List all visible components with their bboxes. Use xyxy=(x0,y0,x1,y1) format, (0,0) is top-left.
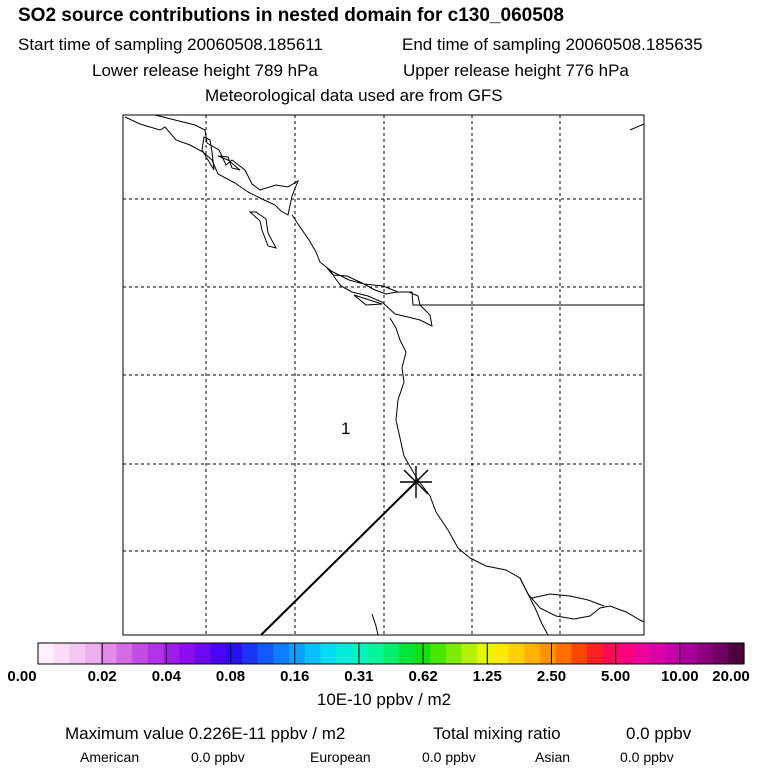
colorbar-tick-label: 0.16 xyxy=(280,668,310,685)
colorbar-cell xyxy=(289,643,306,664)
colorbar-cell xyxy=(618,643,635,664)
colorbar-tick-label: 20.00 xyxy=(712,668,750,685)
colorbar-tick-label: 0.02 xyxy=(87,668,117,685)
colorbar-cell xyxy=(100,643,118,664)
colorbar-cell xyxy=(587,643,604,664)
colorbar-cell xyxy=(241,643,259,664)
colorbar-tick-label: 10.00 xyxy=(661,668,699,685)
plot-title: SO2 source contributions in nested domai… xyxy=(18,5,564,26)
colorbar-cell xyxy=(38,643,55,664)
colorbar-cell xyxy=(85,643,102,664)
colorbar-cell xyxy=(132,643,149,664)
colorbar-cell xyxy=(147,643,165,664)
colorbar-cell xyxy=(477,643,494,664)
lower-release-height: Lower release height 789 hPa xyxy=(92,61,318,80)
total-mixing-label: Total mixing ratio xyxy=(433,724,561,743)
american-label: American xyxy=(80,749,140,765)
trajectory-line xyxy=(260,481,417,636)
colorbar-cell xyxy=(226,643,243,664)
colorbar-cell xyxy=(116,643,133,664)
colorbar-cell xyxy=(351,643,369,664)
colorbar-cell xyxy=(53,643,70,664)
upper-release-height: Upper release height 776 hPa xyxy=(403,61,629,80)
colorbar-cell xyxy=(571,643,588,664)
colorbar-cell xyxy=(320,643,337,664)
colorbar-cell xyxy=(257,643,274,664)
colorbar-units: 10E-10 ppbv / m2 xyxy=(316,690,452,709)
colorbar-tick-label: 2.50 xyxy=(536,668,567,685)
colorbar-cell xyxy=(194,643,212,664)
colorbar-cell xyxy=(524,643,541,664)
colorbar-cell xyxy=(634,643,651,664)
colorbar-cell xyxy=(210,643,227,664)
colorbar-cell xyxy=(336,643,353,664)
colorbar-cell xyxy=(681,643,698,664)
colorbar-tick-label: 5.00 xyxy=(601,668,631,685)
asian-label: Asian xyxy=(535,749,571,765)
colorbar-cell xyxy=(367,643,384,664)
colorbar-tick-label: 0.62 xyxy=(408,668,438,685)
colorbar-cells xyxy=(38,643,745,664)
colorbar-frame xyxy=(37,642,745,665)
colorbar-cell xyxy=(163,643,180,664)
colorbar-tick-label: 1.25 xyxy=(472,668,502,685)
met-data-note: Meteorological data used are from GFS xyxy=(205,86,503,105)
colorbar-cell xyxy=(461,643,478,664)
contour-label: 1 xyxy=(341,419,350,438)
colorbar-cell xyxy=(508,643,525,664)
coastline-fragment xyxy=(629,123,645,131)
colorbar-cell xyxy=(273,643,290,664)
coastline xyxy=(124,114,645,636)
colorbar-cell xyxy=(398,643,416,664)
colorbar-cell xyxy=(555,643,573,664)
asian-value: 0.0 ppbv xyxy=(620,749,674,765)
colorbar-cell xyxy=(304,643,321,664)
lat-lon-grid xyxy=(123,115,644,635)
colorbar-cell xyxy=(179,643,196,664)
colorbar-cell xyxy=(69,643,86,664)
colorbar-tick-label: 0.04 xyxy=(151,668,181,685)
colorbar-tick-label: 0.31 xyxy=(344,668,374,685)
colorbar-cell xyxy=(492,643,510,664)
max-value: Maximum value 0.226E-11 ppbv / m2 xyxy=(65,724,346,743)
colorbar-cell xyxy=(665,643,682,664)
colorbar-cell xyxy=(649,643,667,664)
colorbar-cell xyxy=(430,643,447,664)
colorbar-cell xyxy=(696,643,714,664)
colorbar-cell xyxy=(712,643,729,664)
start-time: Start time of sampling 20060508.185611 xyxy=(18,35,323,54)
american-value: 0.0 ppbv xyxy=(191,749,245,765)
colorbar-cell xyxy=(383,643,400,664)
end-time: End time of sampling 20060508.185635 xyxy=(402,35,703,54)
colorbar-tick-label: 0.00 xyxy=(7,668,37,685)
colorbar-cell xyxy=(445,643,463,664)
colorbar-cell xyxy=(540,643,557,664)
colorbar-tick-label: 0.08 xyxy=(215,668,246,685)
european-label: European xyxy=(310,749,371,765)
european-value: 0.0 ppbv xyxy=(422,749,476,765)
colorbar-cell xyxy=(602,643,620,664)
colorbar-cell xyxy=(728,643,745,664)
total-mixing-value: 0.0 ppbv xyxy=(626,724,692,743)
